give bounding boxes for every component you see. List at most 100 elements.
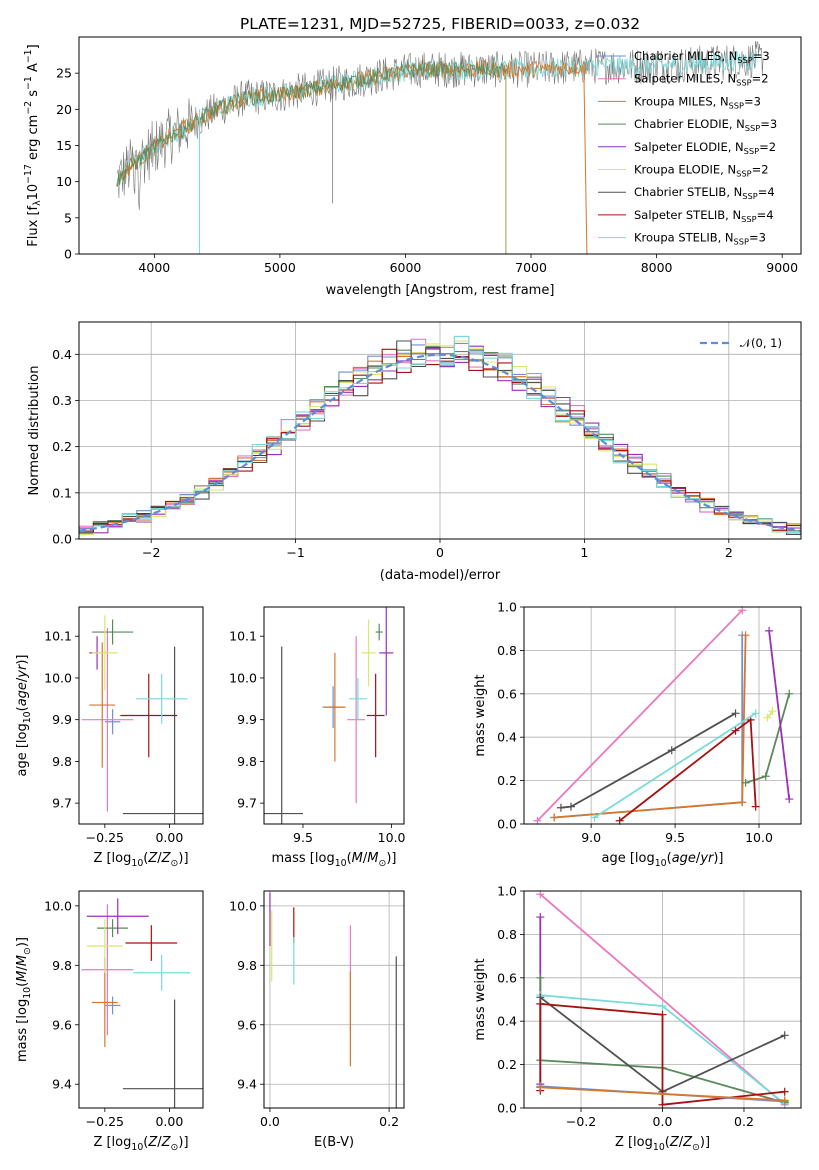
x-tick-label: 9.5 [665, 830, 685, 845]
x-tick-label: 7000 [515, 260, 547, 275]
y-tick-label: 1.0 [497, 600, 517, 615]
weight-series [560, 712, 736, 809]
weight-marker [556, 803, 565, 812]
model-spectrum [116, 61, 506, 186]
x-tick-label: 0.0 [260, 1114, 280, 1129]
weight-marker [615, 816, 624, 825]
y-tick-label: 9.8 [237, 754, 257, 769]
x-tick-label: 5000 [264, 260, 296, 275]
y-tick-label: 9.7 [237, 796, 257, 811]
weight-series [536, 609, 743, 822]
weight-marker [536, 973, 545, 982]
x-tick-label: 2 [725, 545, 733, 560]
x-tick-label: 4000 [138, 260, 170, 275]
x-axis-label: E(B-V) [314, 1135, 354, 1150]
histogram-series [79, 336, 801, 535]
y-tick-label: 10.1 [44, 629, 72, 644]
figure-title: PLATE=1231, MJD=52725, FIBERID=0033, z=0… [240, 15, 640, 33]
error-bars [264, 607, 394, 824]
axes-frame [263, 606, 405, 825]
axis-label: Z [log10(Z/Z⊙)] [615, 1135, 710, 1153]
weight-marker [763, 713, 772, 722]
x-tick-label: 0.0 [653, 1114, 673, 1129]
weight-marker [731, 726, 740, 735]
y-tick-label: 15 [56, 138, 72, 153]
weight-marker [658, 1010, 667, 1019]
y-tick-label: 0.3 [52, 393, 72, 408]
x-tick-label: −0.2 [566, 1114, 596, 1129]
y-tick-label: 9.6 [52, 1017, 72, 1032]
y-tick-label: 0.4 [52, 347, 72, 362]
weight-series [539, 893, 786, 1106]
error-bars [269, 892, 397, 1108]
y-tick-label: 0.8 [497, 927, 517, 942]
y-tick-label: 9.7 [52, 796, 72, 811]
weight-series [768, 630, 791, 800]
y-tick-label: 0.2 [497, 1057, 517, 1072]
axis-label: mass [log10(M/M⊙)] [15, 937, 33, 1062]
y-tick-label: 0.6 [497, 686, 517, 701]
y-tick-label: 9.8 [52, 958, 72, 973]
weight-marker [785, 689, 794, 698]
weight-marker [550, 813, 559, 822]
y-tick-label: 0.6 [497, 970, 517, 985]
x-tick-label: −0.25 [86, 830, 124, 845]
y-tick-label: 5 [64, 210, 72, 225]
y-tick-label: 9.9 [52, 712, 72, 727]
legend-label: 𝒩(0, 1) [740, 336, 782, 350]
y-tick-label: 9.6 [237, 1017, 257, 1032]
y-tick-label: 9.4 [52, 1077, 72, 1092]
spectrum-lines [116, 40, 764, 254]
weight-marker [741, 778, 750, 787]
y-axis-label: mass weight [473, 674, 488, 756]
legend-label: Kroupa ELODIE, NSSP=2 [634, 163, 769, 179]
y-tick-label: 10.0 [44, 898, 72, 913]
weight-marker [738, 798, 747, 807]
weight-marker [536, 1083, 545, 1092]
y-tick-label: 0.0 [497, 1101, 517, 1116]
weight-marker [768, 707, 777, 716]
x-tick-label: 9.5 [293, 830, 313, 845]
x-axis-label: (data-model)/error [380, 568, 501, 583]
axis-label: age [log10(age/yr)] [601, 851, 723, 869]
x-tick-label: −0.25 [86, 1114, 124, 1129]
spectrum-panel: 4000 5000 6000 7000 8000 9000 0 5 10 15 20 25 Chabri… [23, 36, 802, 298]
axis-label: age [log10(age/yr)] [15, 654, 33, 776]
x-tick-label: 0.00 [155, 1114, 183, 1129]
weight-marker [536, 890, 545, 899]
weight-series [619, 718, 757, 822]
axis-label: mass [log10(M/M⊙)] [272, 851, 397, 869]
y-tick-label: 0 [64, 247, 72, 262]
legend-label: Chabrier ELODIE, NSSP=3 [634, 117, 777, 133]
axes-frame [78, 890, 204, 1109]
y-tick-label: 9.8 [52, 754, 72, 769]
x-tick-label: 0.2 [734, 1114, 754, 1129]
x-tick-label: 9000 [766, 260, 798, 275]
model-spectrum [116, 59, 587, 187]
y-tick-label: 10.0 [229, 898, 257, 913]
y-tick-label: 10.0 [229, 670, 257, 685]
x-tick-label: 9.0 [581, 830, 601, 845]
x-axis-label: wavelength [Angstrom, rest frame] [326, 283, 555, 298]
y-tick-label: 0.2 [52, 439, 72, 454]
weight-vs-age-panel: 9.0 9.5 10.0 0.0 0.2 0.4 0.6 0.8 1.0 age [log10(a… [473, 600, 802, 869]
weight-series [594, 712, 757, 819]
x-tick-label: 0 [436, 545, 444, 560]
weight-marker [738, 606, 747, 615]
axis-label: Z [log10(Z/Z⊙)] [93, 851, 188, 869]
weight-marker [780, 1031, 789, 1040]
weight-marker [785, 795, 794, 804]
weight-marker [658, 1100, 667, 1109]
y-tick-label: 0.0 [497, 817, 517, 832]
legend-label: Kroupa STELIB, NSSP=3 [634, 231, 766, 247]
y-axis-label: Flux [fλ10−17 erg cm−2 s−1 A−1] [23, 44, 43, 246]
legend-label: Chabrier MILES, NSSP=3 [634, 49, 770, 65]
y-axis-label: Normed distribution [27, 366, 42, 496]
y-tick-label: 0.8 [497, 643, 517, 658]
x-tick-label: −1 [286, 545, 304, 560]
normal-curve [79, 353, 801, 532]
y-tick-label: 10 [56, 174, 72, 189]
axis-label: Z [log10(Z/Z⊙)] [93, 1135, 188, 1153]
legend-label: Salpeter STELIB, NSSP=4 [634, 208, 774, 224]
legend-label: Kroupa MILES, NSSP=3 [634, 94, 761, 110]
